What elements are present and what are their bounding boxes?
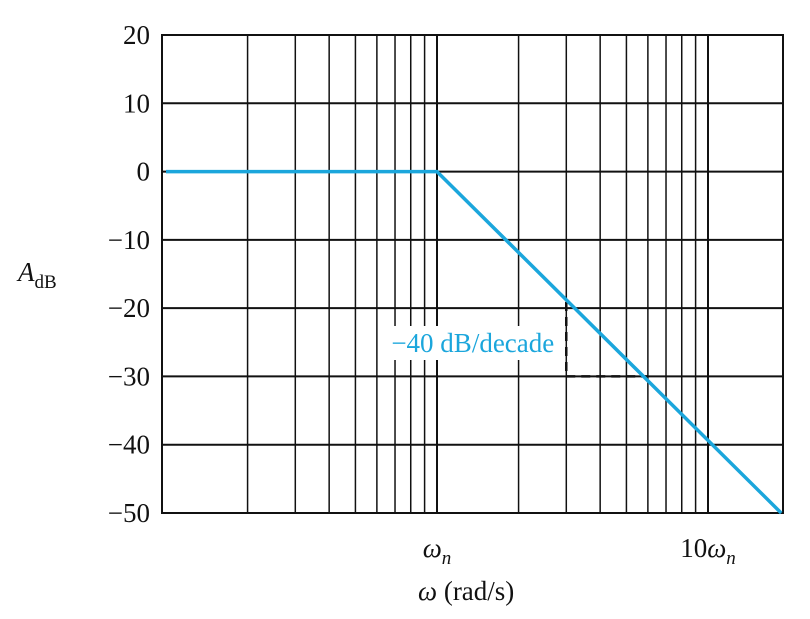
y-tick-label: −20 xyxy=(108,293,150,323)
x-tick-label: 10ωn xyxy=(680,533,736,569)
y-axis-symbol: A xyxy=(16,257,35,287)
y-tick-label: 10 xyxy=(123,88,150,118)
slope-triangle xyxy=(565,301,648,378)
slope-annotation: −40 dB/decade xyxy=(391,328,554,358)
x-axis-symbol: ω xyxy=(418,576,437,606)
grid xyxy=(162,34,783,514)
y-tick-label: 0 xyxy=(137,157,151,187)
y-tick-label: −30 xyxy=(108,361,150,391)
x-axis-unit: (rad/s) xyxy=(437,576,514,606)
y-tick-label: 20 xyxy=(123,20,150,50)
x-tick-labels: ωn 10ωn xyxy=(423,533,736,569)
magnitude-asymptote-line xyxy=(166,169,783,515)
y-axis-subscript: dB xyxy=(35,272,57,293)
slope-annotation-background xyxy=(387,326,559,360)
y-tick-labels: 20 10 0 −10 −20 −30 −40 −50 xyxy=(108,20,150,528)
y-axis-title: AdB xyxy=(16,257,57,293)
x-axis-title: ω (rad/s) xyxy=(418,576,514,606)
y-tick-label: −50 xyxy=(108,498,150,528)
plot-area-border xyxy=(161,34,784,514)
y-tick-label: −40 xyxy=(108,430,150,460)
x-tick-label: ωn xyxy=(423,533,452,569)
y-tick-label: −10 xyxy=(108,225,150,255)
